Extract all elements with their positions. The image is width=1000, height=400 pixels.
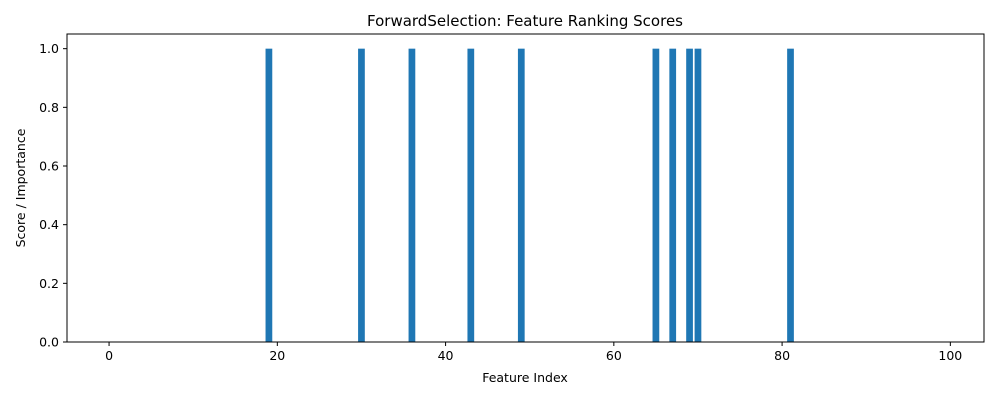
y-axis-title: Score / Importance — [13, 128, 28, 247]
x-tick-label: 0 — [105, 348, 113, 363]
x-axis-title: Feature Index — [482, 370, 568, 385]
x-tick-label: 60 — [606, 348, 622, 363]
y-tick-label: 0.2 — [39, 276, 59, 291]
y-tick-label: 0.8 — [39, 100, 59, 115]
bar-feature-70 — [694, 48, 702, 343]
y-tick-label: 0.6 — [39, 159, 59, 174]
bar-feature-19 — [265, 48, 273, 343]
bar-feature-69 — [686, 48, 693, 343]
x-axis: 0 20 40 60 80 100 — [105, 342, 962, 363]
bar-feature-65 — [652, 48, 660, 343]
bar-feature-81 — [787, 48, 794, 343]
x-tick-label: 100 — [938, 348, 962, 363]
x-tick-label: 80 — [774, 348, 790, 363]
y-tick-label: 1.0 — [39, 41, 59, 56]
y-axis: 0.0 0.2 0.4 0.6 0.8 1.0 — [39, 41, 67, 350]
bar-feature-49 — [517, 48, 525, 343]
bar-feature-36 — [408, 48, 416, 343]
x-tick-label: 20 — [269, 348, 285, 363]
bar-feature-67 — [669, 48, 677, 343]
chart-title: ForwardSelection: Feature Ranking Scores — [367, 12, 683, 30]
bar-feature-30 — [358, 48, 365, 343]
y-tick-label: 0.0 — [39, 335, 59, 350]
bar-feature-43 — [467, 48, 475, 343]
plot-frame — [66, 33, 985, 343]
x-tick-label: 40 — [438, 348, 454, 363]
bars-group — [265, 48, 794, 343]
y-tick-label: 0.4 — [39, 217, 59, 232]
